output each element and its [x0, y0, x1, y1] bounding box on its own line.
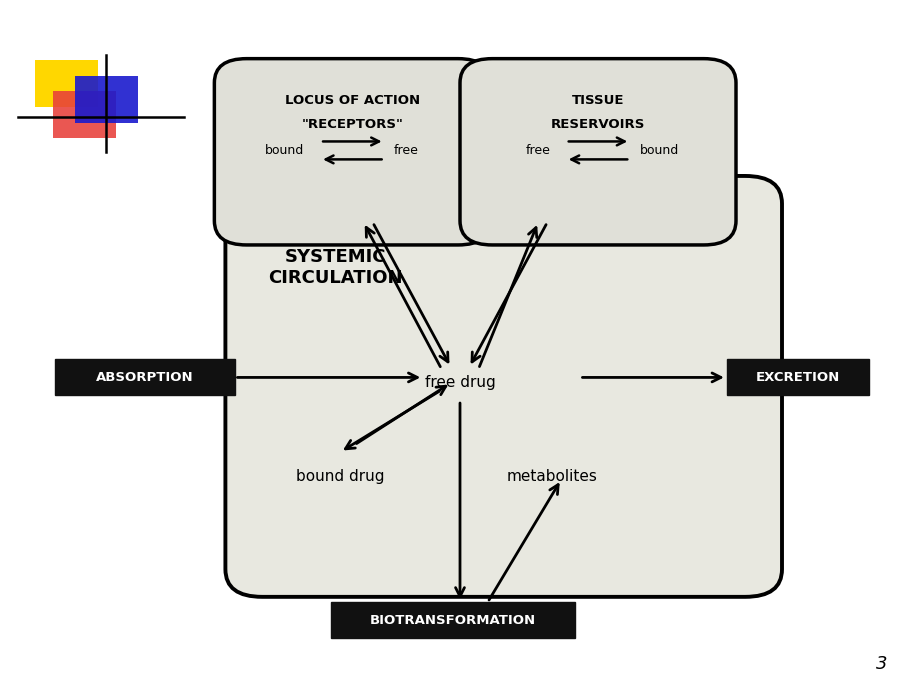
Text: BIOTRANSFORMATION: BIOTRANSFORMATION [369, 614, 535, 627]
Text: LOCUS OF ACTION: LOCUS OF ACTION [285, 94, 419, 106]
Bar [726, 359, 868, 395]
Bar [75, 76, 138, 123]
FancyBboxPatch shape [460, 59, 735, 245]
Text: SYSTEMIC
CIRCULATION: SYSTEMIC CIRCULATION [268, 248, 403, 287]
Bar [53, 91, 116, 138]
Text: "RECEPTORS": "RECEPTORS" [301, 118, 403, 130]
Text: free: free [525, 144, 550, 157]
Text: ABSORPTION: ABSORPTION [96, 371, 193, 384]
Text: bound: bound [639, 144, 678, 157]
Bar [35, 60, 97, 107]
Text: bound: bound [265, 144, 304, 157]
Text: metabolites: metabolites [506, 469, 596, 484]
Text: EXCRETION: EXCRETION [754, 371, 839, 384]
FancyBboxPatch shape [214, 59, 490, 245]
Bar [331, 602, 574, 638]
Text: TISSUE: TISSUE [571, 94, 624, 106]
Text: free: free [393, 144, 418, 157]
Text: bound drug: bound drug [296, 469, 384, 484]
Text: free drug: free drug [425, 375, 494, 391]
Text: 3: 3 [875, 655, 887, 673]
FancyBboxPatch shape [225, 176, 781, 597]
Bar [55, 359, 234, 395]
Text: RESERVOIRS: RESERVOIRS [550, 118, 644, 130]
